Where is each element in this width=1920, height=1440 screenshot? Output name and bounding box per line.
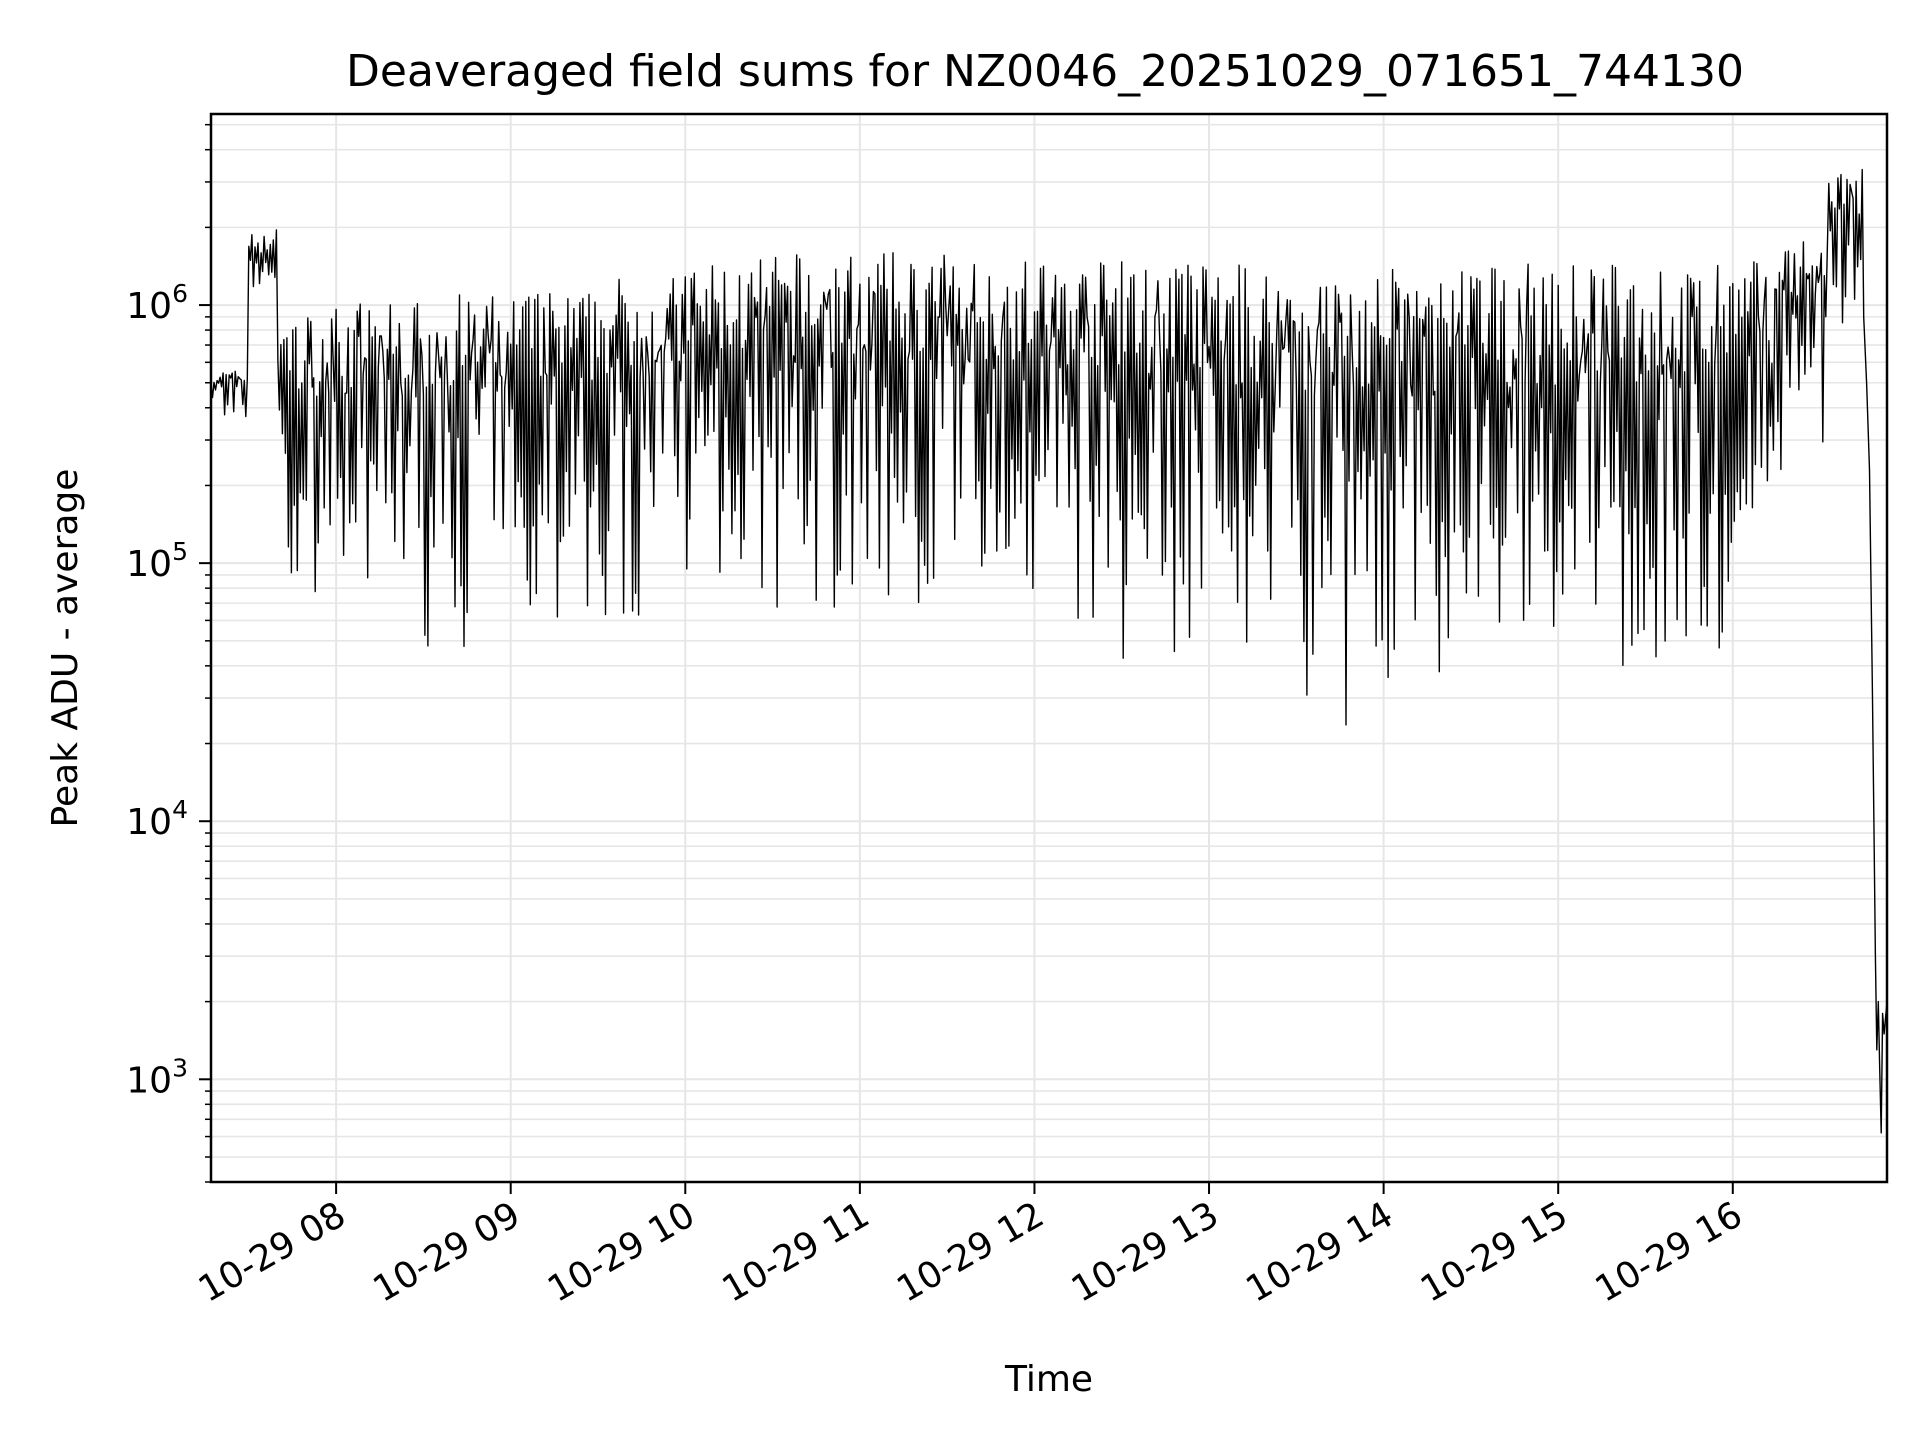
x-tick-label: 10-29 14 xyxy=(1239,1194,1400,1310)
y-axis-label: Peak ADU - average xyxy=(45,469,86,828)
x-tick-label: 10-29 11 xyxy=(716,1194,877,1310)
y-tick-label: 105 xyxy=(126,537,188,585)
y-tick-label: 103 xyxy=(126,1053,188,1101)
x-tick-label: 10-29 08 xyxy=(192,1194,353,1310)
x-axis: 10-29 08 10-29 09 10-29 10 10-29 11 10-29 12… xyxy=(192,1182,1749,1311)
x-tick-label: 10-29 09 xyxy=(367,1194,528,1310)
x-tick-label: 10-29 13 xyxy=(1065,1194,1226,1310)
chart-title: Deaveraged field sums for NZ0046_2025102… xyxy=(346,46,1744,97)
x-axis-label: Time xyxy=(1004,1359,1093,1400)
x-tick-label: 10-29 16 xyxy=(1589,1194,1750,1310)
grid xyxy=(211,114,1887,1183)
axes-frame xyxy=(209,112,1889,1184)
y-tick-label: 106 xyxy=(126,279,188,327)
series xyxy=(210,168,1888,1134)
x-tick-label: 10-29 15 xyxy=(1414,1194,1575,1310)
y-tick-label: 104 xyxy=(126,795,188,843)
y-axis: 103 104 105 106 xyxy=(126,123,211,1183)
x-tick-label: 10-29 10 xyxy=(541,1194,702,1310)
x-tick-label: 10-29 12 xyxy=(890,1194,1051,1310)
series-line xyxy=(210,168,1888,1134)
